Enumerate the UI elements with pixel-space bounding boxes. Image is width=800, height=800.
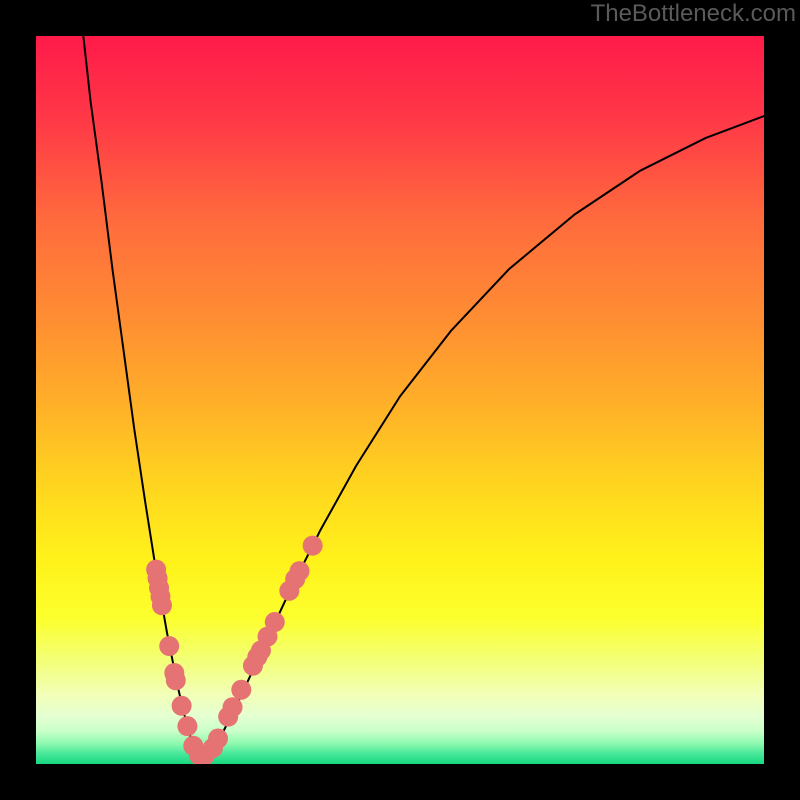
watermark-text: TheBottleneck.com	[591, 0, 796, 28]
chart-container: TheBottleneck.com	[0, 0, 800, 800]
plot-area	[36, 36, 764, 764]
scatter-markers	[146, 536, 323, 764]
bottleneck-curve	[83, 36, 764, 757]
curve-layer	[36, 36, 764, 764]
scatter-marker	[152, 595, 172, 615]
scatter-marker	[303, 536, 323, 556]
scatter-marker	[172, 696, 192, 716]
scatter-marker	[208, 729, 228, 749]
scatter-marker	[159, 636, 179, 656]
scatter-marker	[166, 670, 186, 690]
scatter-marker	[223, 697, 243, 717]
scatter-marker	[231, 680, 251, 700]
scatter-marker	[290, 561, 310, 581]
scatter-marker	[265, 612, 285, 632]
scatter-marker	[177, 716, 197, 736]
